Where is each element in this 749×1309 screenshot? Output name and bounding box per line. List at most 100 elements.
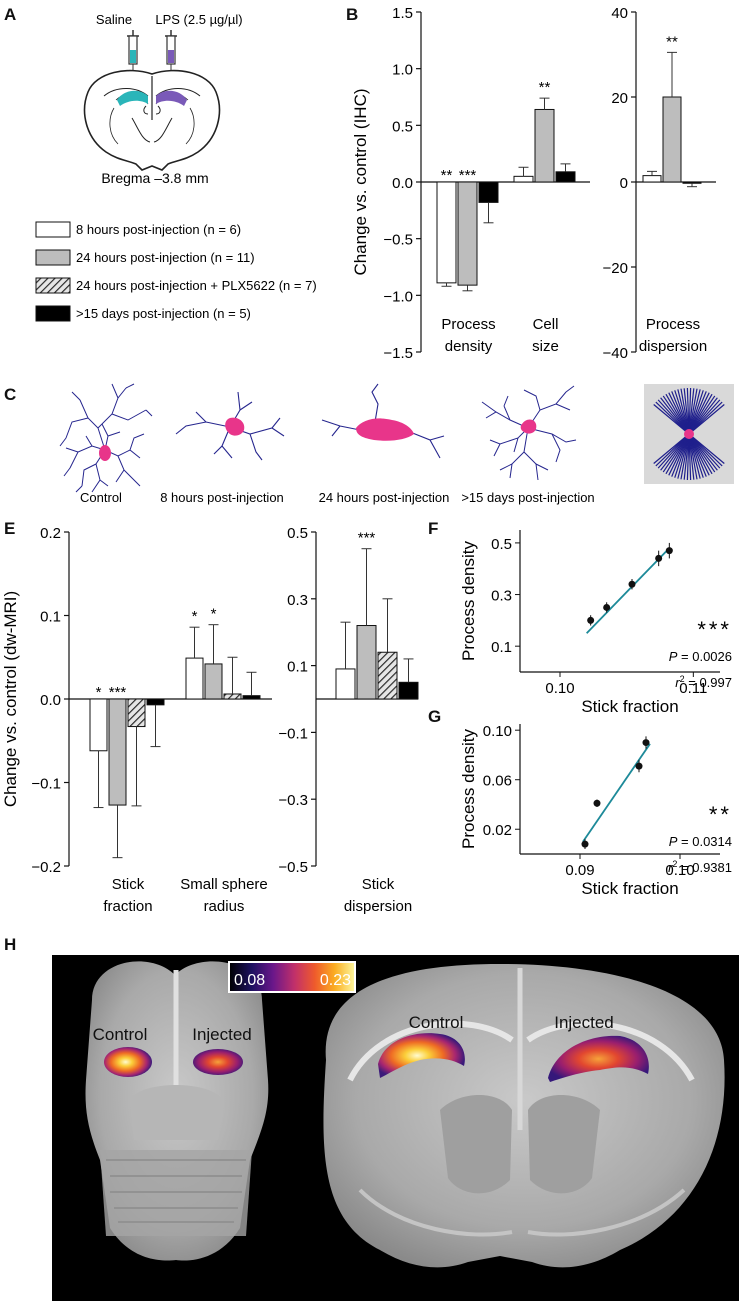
panel-c-label: >15 days post-injection bbox=[461, 490, 594, 505]
y-tick-label: 0.5 bbox=[287, 525, 308, 542]
x-axis-label: Stick fraction bbox=[581, 879, 678, 898]
y-tick-label: 0.1 bbox=[40, 609, 61, 626]
p-value: P = 0.0314 bbox=[669, 834, 732, 849]
bar bbox=[457, 181, 478, 286]
y-axis-label: Change vs. control (IHC) bbox=[351, 88, 370, 275]
data-point bbox=[635, 762, 643, 770]
category-label: size bbox=[532, 338, 559, 355]
y-axis-label: Change vs. control (dw-MRI) bbox=[1, 591, 20, 807]
y-tick-label: −0.5 bbox=[278, 859, 308, 876]
legend: 8 hours post-injection (n = 6) 24 hours p… bbox=[35, 221, 317, 322]
lps-label: LPS (2.5 µg/µl) bbox=[155, 12, 242, 27]
r-squared: r2 = 0.997 bbox=[675, 674, 732, 690]
bar bbox=[513, 175, 534, 183]
y-tick-label: −20 bbox=[603, 260, 628, 277]
y-tick-label: −40 bbox=[603, 345, 628, 362]
chart-b-right: 40 20 0 −20 −40 ** Process dispersion bbox=[603, 5, 716, 362]
bar bbox=[204, 663, 223, 700]
y-tick-label: 0.5 bbox=[392, 118, 413, 135]
colorbar-max: 0.23 bbox=[320, 972, 351, 989]
significance-stars: * bbox=[96, 684, 102, 701]
y-tick-label: 40 bbox=[611, 5, 628, 22]
y-tick-label: 0 bbox=[620, 175, 628, 192]
y-tick-label: −1.5 bbox=[383, 345, 413, 362]
r-squared: r2 = 0.9381 bbox=[668, 859, 732, 875]
panel-c-label: Control bbox=[80, 490, 122, 505]
category-label: density bbox=[445, 338, 493, 355]
y-tick-label: −0.5 bbox=[383, 232, 413, 249]
data-point bbox=[665, 547, 673, 555]
data-point bbox=[642, 739, 650, 747]
category-label: Cell bbox=[533, 316, 559, 333]
panel-letter-h: H bbox=[4, 935, 16, 954]
y-tick-label: 0.10 bbox=[483, 723, 512, 740]
bar bbox=[642, 175, 662, 183]
panel-c-label: 8 hours post-injection bbox=[160, 490, 284, 505]
bar bbox=[555, 171, 576, 183]
significance-stars: * bbox=[211, 606, 217, 623]
bar bbox=[89, 698, 108, 752]
category-label: radius bbox=[204, 898, 245, 915]
bar bbox=[377, 651, 398, 700]
significance-stars: *** bbox=[358, 530, 376, 547]
category-label: Stick bbox=[112, 876, 145, 893]
bar bbox=[223, 693, 242, 700]
category-label: dispersion bbox=[639, 338, 707, 355]
y-tick-label: 0.1 bbox=[287, 659, 308, 676]
significance-stars: * bbox=[192, 608, 198, 625]
y-tick-label: 0.2 bbox=[40, 525, 61, 542]
y-tick-label: −0.1 bbox=[31, 776, 61, 793]
8h-soma bbox=[225, 417, 245, 436]
bar bbox=[478, 181, 499, 203]
bar bbox=[662, 96, 682, 183]
panel-letter-a: A bbox=[4, 5, 16, 24]
bar bbox=[242, 695, 261, 700]
category-label: fraction bbox=[103, 898, 152, 915]
y-tick-label: 20 bbox=[611, 90, 628, 107]
significance-stars: ** bbox=[666, 33, 678, 50]
h-left-injected-label: Injected bbox=[192, 1025, 252, 1044]
h-right-control-label: Control bbox=[409, 1013, 464, 1032]
category-label: Process bbox=[646, 316, 700, 333]
bregma-label: Bregma –3.8 mm bbox=[101, 170, 208, 186]
regression-line bbox=[582, 743, 651, 843]
chart-b-left: 1.5 1.0 0.5 0.0 −0.5 −1.0 −1.5 Change vs. contr… bbox=[351, 5, 590, 362]
x-tick-label: 0.09 bbox=[565, 862, 594, 879]
panel-a: Saline LPS (2.5 µg/µl) bbox=[35, 12, 317, 322]
y-tick-label: −1.0 bbox=[383, 288, 413, 305]
legend-swatch bbox=[35, 277, 71, 294]
category-label: Small sphere bbox=[180, 876, 268, 893]
15d-microglia bbox=[481, 385, 577, 481]
bar bbox=[185, 657, 204, 700]
chart-e-right: 0.5 0.3 0.1 −0.1 −0.3 −0.5 *** Stick dispersion bbox=[278, 525, 419, 915]
bar bbox=[146, 698, 165, 706]
legend-label: 24 hours post-injection (n = 11) bbox=[76, 250, 255, 265]
chart-e-left: 0.2 0.1 0.0 −0.1 −0.2 Change vs. control (dw-… bbox=[1, 525, 272, 915]
y-tick-label: 0.02 bbox=[483, 822, 512, 839]
24h-microglia bbox=[321, 383, 445, 459]
panel-letter-e: E bbox=[4, 519, 15, 538]
panel-d-dispersion-diagram bbox=[644, 384, 734, 484]
significance-stars: ** bbox=[441, 167, 453, 184]
legend-swatch bbox=[35, 249, 71, 266]
h-left-control-label: Control bbox=[93, 1025, 148, 1044]
panel-letter-g: G bbox=[428, 707, 441, 726]
data-point bbox=[628, 580, 636, 588]
bar bbox=[356, 625, 377, 700]
category-label: Stick bbox=[362, 876, 395, 893]
y-tick-label: −0.3 bbox=[278, 792, 308, 809]
bar bbox=[436, 181, 457, 284]
significance-stars: *** bbox=[697, 617, 732, 642]
y-tick-label: 0.3 bbox=[491, 588, 512, 605]
coronal-brain-image bbox=[323, 964, 725, 1268]
lps-region bbox=[156, 90, 187, 106]
colorbar bbox=[228, 961, 356, 993]
control-microglia bbox=[59, 383, 153, 493]
bar bbox=[335, 668, 356, 700]
control-soma bbox=[99, 445, 111, 461]
panel-letter-b: B bbox=[346, 5, 358, 24]
panel-c: Control 8 hours post-injection 24 hours po… bbox=[59, 383, 595, 505]
axial-brain-image bbox=[85, 961, 269, 1261]
legend-label: 8 hours post-injection (n = 6) bbox=[76, 222, 241, 237]
